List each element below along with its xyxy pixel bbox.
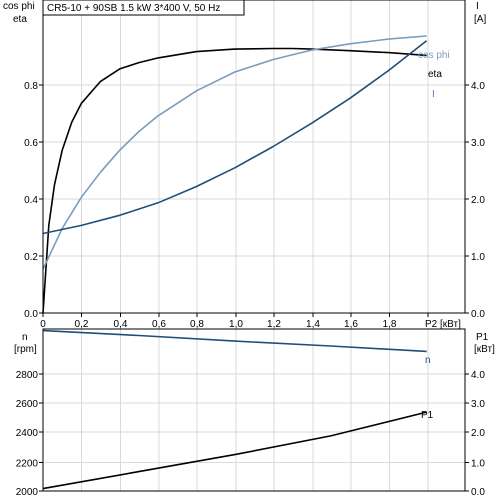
top-plot-frame: [42, 0, 466, 314]
y-left-tick-label: 2200: [16, 459, 39, 470]
series-label-i: I: [432, 89, 435, 100]
bottom-left-axis-label-2: [rpm]: [14, 344, 37, 355]
y-left-tick-label: 2000: [16, 487, 39, 498]
y-right-tick-label: 0.0: [471, 487, 485, 498]
y-right-tick-label: 0.0: [471, 309, 485, 320]
bottom-right-axis-label-2: [кВт]: [474, 344, 495, 355]
series-line-p1: [42, 411, 427, 490]
y-right-tick-label: 3.0: [471, 138, 485, 149]
series-label-cos-phi: cos phi: [418, 50, 450, 61]
y-left-tick-label: 0.2: [24, 252, 38, 263]
top-series: [42, 35, 428, 314]
top-right-axis-label-1: I: [476, 1, 479, 12]
series-label-eta: eta: [428, 69, 442, 80]
x-tick-label: 1,2: [267, 319, 281, 330]
bottom-series: [42, 329, 427, 490]
bottom-right-axis-label-1: P1: [476, 332, 489, 343]
bottom-left-axis-label-1: n: [22, 332, 28, 343]
series-label-n: n: [425, 355, 431, 366]
y-right-tick-label: 2.0: [471, 428, 485, 439]
x-tick-label: 1,6: [344, 319, 358, 330]
title-box: [42, 0, 245, 16]
y-right-tick-label: 1.0: [471, 252, 485, 263]
x-tick-label: 0,8: [190, 319, 204, 330]
top-right-axis-label-2: [A]: [474, 14, 486, 25]
tick-labels: 0 0,2 0,4 0,6 0,8 1,0 1,2 1,4 1,6 1,8 P2 [кВт] 0.0 0…: [16, 81, 486, 498]
y-right-tick-label: 1.0: [471, 459, 485, 470]
x-tick-label: 1,0: [229, 319, 243, 330]
bottom-grid: [42, 329, 465, 492]
x-tick-label: P2 [кВт]: [425, 319, 461, 330]
y-right-tick-label: 2.0: [471, 195, 485, 206]
x-tick-label: 0: [40, 319, 46, 330]
series-line-n: [42, 329, 427, 353]
y-right-tick-label: 3.0: [471, 399, 485, 410]
bottom-plot-frame: [42, 328, 466, 492]
chart-title: CR5-10 + 90SB 1.5 kW 3*400 V, 50 Hz: [47, 3, 220, 14]
top-left-axis-label-1: cos phi: [3, 1, 35, 12]
series-line-cos-phi: [42, 35, 427, 270]
x-tick-label: 0,2: [75, 319, 89, 330]
series-label-p1: P1: [421, 410, 434, 421]
x-tick-label: 0,6: [152, 319, 166, 330]
top-left-axis-label-2: eta: [13, 14, 27, 25]
x-tick-label: 1,4: [306, 319, 320, 330]
y-left-tick-label: 0.6: [24, 138, 38, 149]
y-right-tick-label: 4.0: [471, 81, 485, 92]
y-left-tick-label: 0.8: [24, 81, 38, 92]
y-left-tick-label: 0.4: [24, 195, 38, 206]
series-line-i: [42, 40, 428, 235]
y-left-tick-label: 2600: [16, 399, 39, 410]
x-tick-label: 0,4: [114, 319, 128, 330]
y-left-tick-label: 2800: [16, 370, 39, 381]
y-left-tick-label: 2400: [16, 428, 39, 439]
x-tick-label: 1,8: [383, 319, 397, 330]
y-right-tick-label: 4.0: [471, 370, 485, 381]
y-left-tick-label: 0.0: [24, 309, 38, 320]
